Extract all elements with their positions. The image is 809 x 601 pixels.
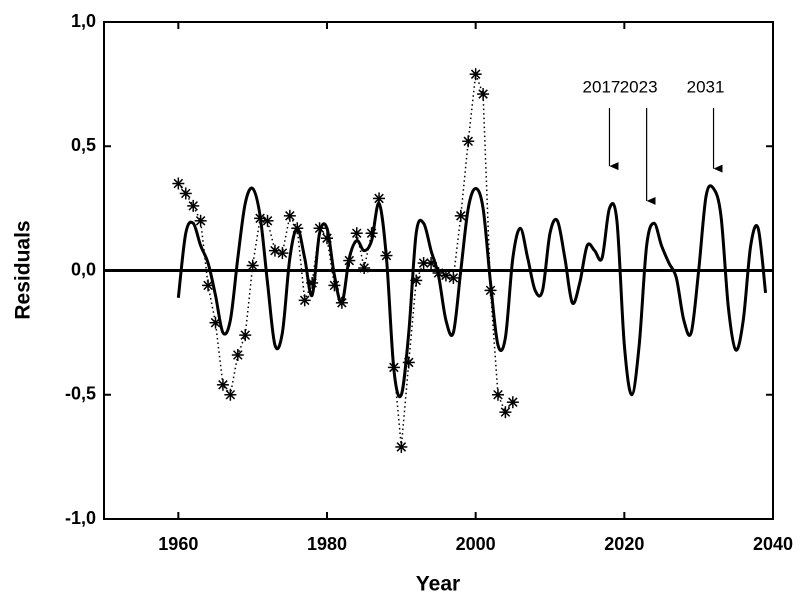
asterisk-point — [335, 296, 348, 309]
asterisk-point — [454, 209, 467, 222]
asterisk-point — [410, 274, 423, 287]
asterisk-point — [462, 135, 475, 148]
asterisk-point — [380, 249, 393, 262]
asterisk-point — [365, 227, 378, 240]
asterisk-point — [477, 88, 490, 101]
x-tick-label: 2040 — [753, 534, 793, 554]
asterisk-point — [187, 199, 200, 212]
asterisk-point — [373, 192, 386, 205]
asterisk-point — [402, 356, 415, 369]
asterisk-point — [395, 440, 408, 453]
asterisk-point — [209, 316, 222, 329]
asterisk-point — [506, 396, 519, 409]
asterisk-point — [350, 227, 363, 240]
y-tick-label: 0,5 — [71, 135, 96, 155]
asterisk-point — [343, 254, 356, 267]
asterisk-point — [283, 209, 296, 222]
asterisk-point — [484, 284, 497, 297]
asterisk-point — [239, 329, 252, 342]
annotation-text: 2023 — [620, 77, 658, 96]
y-tick-label: 1,0 — [71, 11, 96, 31]
x-axis-title: Year — [416, 573, 460, 596]
line-series — [177, 73, 514, 448]
y-tick-label: -1,0 — [65, 508, 96, 528]
asterisk-point — [313, 222, 326, 235]
asterisk-point — [276, 247, 289, 260]
annotation-text: 2017 — [583, 77, 621, 96]
line-series — [176, 184, 768, 399]
asterisk-point — [298, 294, 311, 307]
x-tick-label: 1980 — [307, 534, 347, 554]
x-tick-label: 1960 — [158, 534, 198, 554]
asterisk-point — [328, 279, 341, 292]
x-tick-label: 2000 — [456, 534, 496, 554]
asterisk-point — [417, 257, 430, 270]
asterisk-point — [491, 388, 504, 401]
asterisk-point — [499, 406, 512, 419]
annotation-text: 2031 — [687, 77, 725, 96]
asterisk-point — [172, 177, 185, 190]
y-tick-label: 0,0 — [71, 259, 96, 279]
asterisk-point — [291, 222, 304, 235]
asterisk-point — [447, 271, 460, 284]
asterisk-point — [194, 214, 207, 227]
asterisk-point — [261, 214, 274, 227]
asterisk-point — [231, 348, 244, 361]
y-tick-label: -0,5 — [65, 384, 96, 404]
asterisk-point — [224, 388, 237, 401]
asterisk-point — [321, 232, 333, 245]
asterisk-point — [425, 257, 438, 270]
asterisk-point — [246, 259, 259, 272]
asterisk-point — [216, 378, 229, 391]
asterisk-point — [179, 187, 192, 200]
asterisk-point — [306, 276, 319, 289]
asterisk-point — [387, 361, 400, 374]
x-tick-label: 2020 — [604, 534, 644, 554]
asterisk-point — [358, 262, 371, 275]
asterisk-point — [469, 68, 482, 81]
asterisk-point — [202, 279, 215, 292]
y-axis-title: Residuals — [12, 220, 35, 319]
